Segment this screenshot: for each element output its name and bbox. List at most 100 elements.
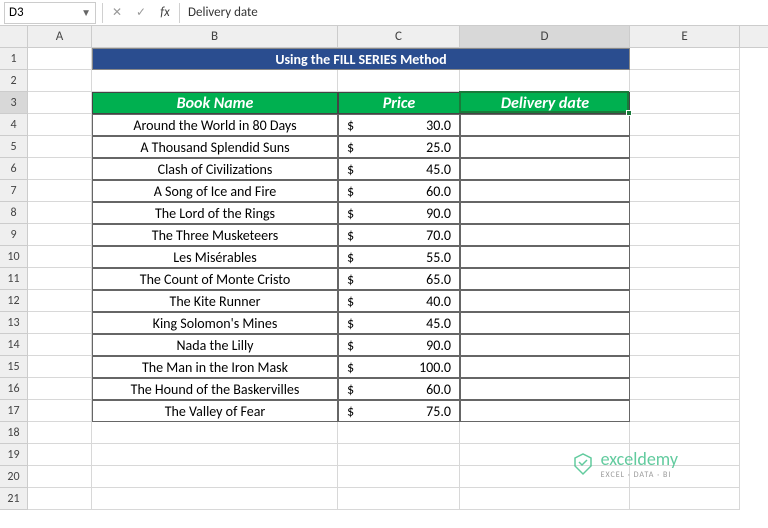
cell[interactable]: [630, 334, 740, 356]
cell[interactable]: [92, 444, 338, 466]
cell[interactable]: [92, 466, 338, 488]
cell-price[interactable]: $75.0: [338, 400, 460, 422]
cell[interactable]: [28, 312, 92, 334]
cell-delivery-date[interactable]: [460, 356, 630, 378]
row-header[interactable]: 14: [0, 334, 28, 356]
cell[interactable]: [28, 488, 92, 510]
row-header[interactable]: 13: [0, 312, 28, 334]
cell[interactable]: [28, 334, 92, 356]
cell-price[interactable]: $30.0: [338, 114, 460, 136]
row-header[interactable]: 8: [0, 202, 28, 224]
cell[interactable]: [28, 400, 92, 422]
cell-price[interactable]: $90.0: [338, 334, 460, 356]
cell[interactable]: [28, 290, 92, 312]
cell-book-name[interactable]: A Thousand Splendid Suns: [92, 136, 338, 158]
cell-price[interactable]: $60.0: [338, 180, 460, 202]
cell[interactable]: [630, 312, 740, 334]
cell-price[interactable]: $40.0: [338, 290, 460, 312]
cancel-icon[interactable]: ✕: [105, 1, 129, 25]
fill-handle[interactable]: [626, 110, 632, 116]
cell-price[interactable]: $60.0: [338, 378, 460, 400]
cell-book-name[interactable]: The Hound of the Baskervilles: [92, 378, 338, 400]
row-header[interactable]: 7: [0, 180, 28, 202]
cell-price[interactable]: $100.0: [338, 356, 460, 378]
cell[interactable]: [630, 48, 740, 70]
cell[interactable]: [338, 422, 460, 444]
cell-book-name[interactable]: The Lord of the Rings: [92, 202, 338, 224]
cell[interactable]: [28, 202, 92, 224]
cell[interactable]: [460, 422, 630, 444]
cells-area[interactable]: Using the FILL SERIES Method Book Name P…: [28, 48, 740, 510]
row-header[interactable]: 15: [0, 356, 28, 378]
cell[interactable]: [28, 378, 92, 400]
cell-price[interactable]: $45.0: [338, 158, 460, 180]
column-header[interactable]: B: [92, 26, 338, 47]
cell-delivery-date[interactable]: [460, 246, 630, 268]
row-header[interactable]: 20: [0, 466, 28, 488]
header-book-name[interactable]: Book Name: [92, 92, 338, 114]
cell-delivery-date[interactable]: [460, 400, 630, 422]
row-header[interactable]: 9: [0, 224, 28, 246]
column-header[interactable]: A: [28, 26, 92, 47]
cell-book-name[interactable]: The Valley of Fear: [92, 400, 338, 422]
cell-delivery-date[interactable]: [460, 268, 630, 290]
header-price[interactable]: Price: [338, 92, 460, 114]
select-all-corner[interactable]: [0, 26, 28, 47]
cell[interactable]: [28, 444, 92, 466]
cell-delivery-date[interactable]: [460, 378, 630, 400]
cell-book-name[interactable]: King Solomon's Mines: [92, 312, 338, 334]
cell-price[interactable]: $70.0: [338, 224, 460, 246]
column-header[interactable]: D: [460, 26, 630, 47]
cell[interactable]: [460, 488, 630, 510]
cell-delivery-date[interactable]: [460, 312, 630, 334]
cell[interactable]: [630, 202, 740, 224]
cell[interactable]: [338, 444, 460, 466]
cell-delivery-date[interactable]: [460, 290, 630, 312]
cell[interactable]: [630, 70, 740, 92]
cell-price[interactable]: $65.0: [338, 268, 460, 290]
cell-book-name[interactable]: The Three Musketeers: [92, 224, 338, 246]
cell[interactable]: [28, 158, 92, 180]
cell[interactable]: [460, 70, 630, 92]
cell-book-name[interactable]: The Man in the Iron Mask: [92, 356, 338, 378]
cell[interactable]: [28, 268, 92, 290]
row-header[interactable]: 16: [0, 378, 28, 400]
cell-price[interactable]: $90.0: [338, 202, 460, 224]
cell[interactable]: [28, 114, 92, 136]
cell[interactable]: [630, 158, 740, 180]
cell-book-name[interactable]: Les Misérables: [92, 246, 338, 268]
row-header[interactable]: 4: [0, 114, 28, 136]
cell-delivery-date[interactable]: [460, 136, 630, 158]
cell[interactable]: [28, 246, 92, 268]
cell[interactable]: [630, 114, 740, 136]
cell[interactable]: [28, 48, 92, 70]
cell[interactable]: [338, 70, 460, 92]
cell-delivery-date[interactable]: [460, 334, 630, 356]
cell[interactable]: [630, 356, 740, 378]
row-header[interactable]: 17: [0, 400, 28, 422]
cell-price[interactable]: $55.0: [338, 246, 460, 268]
row-header[interactable]: 1: [0, 48, 28, 70]
cell[interactable]: [338, 466, 460, 488]
cell-price[interactable]: $25.0: [338, 136, 460, 158]
cell[interactable]: [630, 422, 740, 444]
cell[interactable]: [630, 92, 740, 114]
cell-price[interactable]: $45.0: [338, 312, 460, 334]
row-header[interactable]: 12: [0, 290, 28, 312]
row-header[interactable]: 3: [0, 92, 28, 114]
row-header[interactable]: 6: [0, 158, 28, 180]
column-header[interactable]: C: [338, 26, 460, 47]
cell-delivery-date[interactable]: [460, 180, 630, 202]
cell[interactable]: [92, 488, 338, 510]
cell[interactable]: [630, 400, 740, 422]
cell-delivery-date[interactable]: [460, 114, 630, 136]
name-box[interactable]: D3 ▼: [4, 2, 96, 24]
cell[interactable]: [338, 488, 460, 510]
cell[interactable]: [28, 136, 92, 158]
cell-delivery-date[interactable]: [460, 202, 630, 224]
cell[interactable]: [630, 246, 740, 268]
row-header[interactable]: 19: [0, 444, 28, 466]
cell[interactable]: [630, 224, 740, 246]
fx-icon[interactable]: fx: [153, 1, 177, 25]
cell[interactable]: [28, 224, 92, 246]
